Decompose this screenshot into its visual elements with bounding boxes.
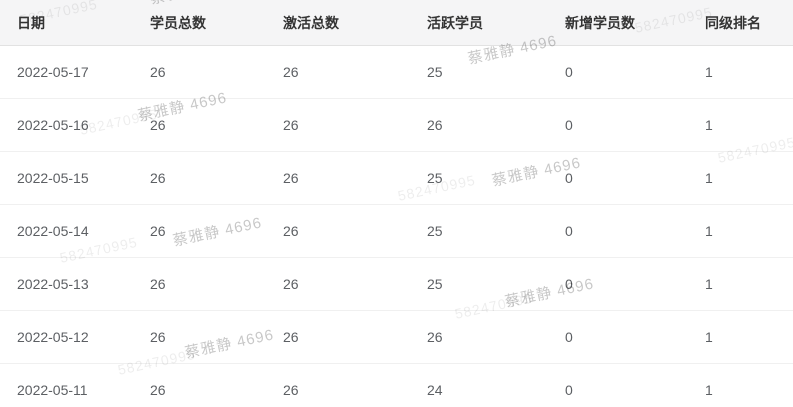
cell-total_students: 26 — [133, 204, 266, 258]
cell-active_students: 25 — [410, 257, 548, 311]
cell-total_students: 26 — [133, 45, 266, 99]
cell-total_students: 26 — [133, 310, 266, 364]
cell-new_students: 0 — [548, 151, 688, 205]
table-row: 2022-05-12 26 26 26 0 1 — [0, 310, 793, 364]
cell-activated_total: 26 — [266, 98, 410, 152]
cell-date: 2022-05-13 — [0, 257, 133, 311]
cell-activated_total: 26 — [266, 257, 410, 311]
cell-peer_rank: 1 — [688, 257, 793, 311]
cell-new_students: 0 — [548, 363, 688, 407]
cell-new_students: 0 — [548, 310, 688, 364]
column-header-activated_total: 激活总数 — [266, 0, 410, 46]
cell-date: 2022-05-16 — [0, 98, 133, 152]
cell-date: 2022-05-17 — [0, 45, 133, 99]
cell-active_students: 25 — [410, 45, 548, 99]
cell-activated_total: 26 — [266, 363, 410, 407]
table-row: 2022-05-13 26 26 25 0 1 — [0, 257, 793, 311]
cell-peer_rank: 1 — [688, 151, 793, 205]
column-header-date: 日期 — [0, 0, 133, 46]
cell-peer_rank: 1 — [688, 363, 793, 407]
cell-total_students: 26 — [133, 363, 266, 407]
column-header-peer_rank: 同级排名 — [688, 0, 793, 46]
cell-active_students: 26 — [410, 310, 548, 364]
column-header-new_students: 新增学员数 — [548, 0, 688, 46]
cell-date: 2022-05-15 — [0, 151, 133, 205]
cell-activated_total: 26 — [266, 204, 410, 258]
cell-date: 2022-05-11 — [0, 363, 133, 407]
cell-date: 2022-05-14 — [0, 204, 133, 258]
cell-active_students: 26 — [410, 98, 548, 152]
table-row: 2022-05-15 26 26 25 0 1 — [0, 151, 793, 205]
table-row: 2022-05-14 26 26 25 0 1 — [0, 204, 793, 258]
cell-activated_total: 26 — [266, 45, 410, 99]
cell-activated_total: 26 — [266, 310, 410, 364]
cell-peer_rank: 1 — [688, 204, 793, 258]
cell-active_students: 25 — [410, 151, 548, 205]
cell-total_students: 26 — [133, 98, 266, 152]
cell-peer_rank: 1 — [688, 310, 793, 364]
cell-new_students: 0 — [548, 257, 688, 311]
table-row: 2022-05-17 26 26 25 0 1 — [0, 45, 793, 99]
cell-peer_rank: 1 — [688, 98, 793, 152]
table-row: 2022-05-11 26 26 24 0 1 — [0, 363, 793, 407]
cell-peer_rank: 1 — [688, 45, 793, 99]
cell-active_students: 25 — [410, 204, 548, 258]
cell-date: 2022-05-12 — [0, 310, 133, 364]
cell-new_students: 0 — [548, 45, 688, 99]
column-header-active_students: 活跃学员 — [410, 0, 548, 46]
cell-new_students: 0 — [548, 98, 688, 152]
column-header-total_students: 学员总数 — [133, 0, 266, 46]
table-row: 2022-05-16 26 26 26 0 1 — [0, 98, 793, 152]
cell-total_students: 26 — [133, 257, 266, 311]
cell-active_students: 24 — [410, 363, 548, 407]
cell-activated_total: 26 — [266, 151, 410, 205]
table-header-row: 日期 学员总数 激活总数 活跃学员 新增学员数 同级排名 — [0, 0, 793, 46]
cell-new_students: 0 — [548, 204, 688, 258]
cell-total_students: 26 — [133, 151, 266, 205]
